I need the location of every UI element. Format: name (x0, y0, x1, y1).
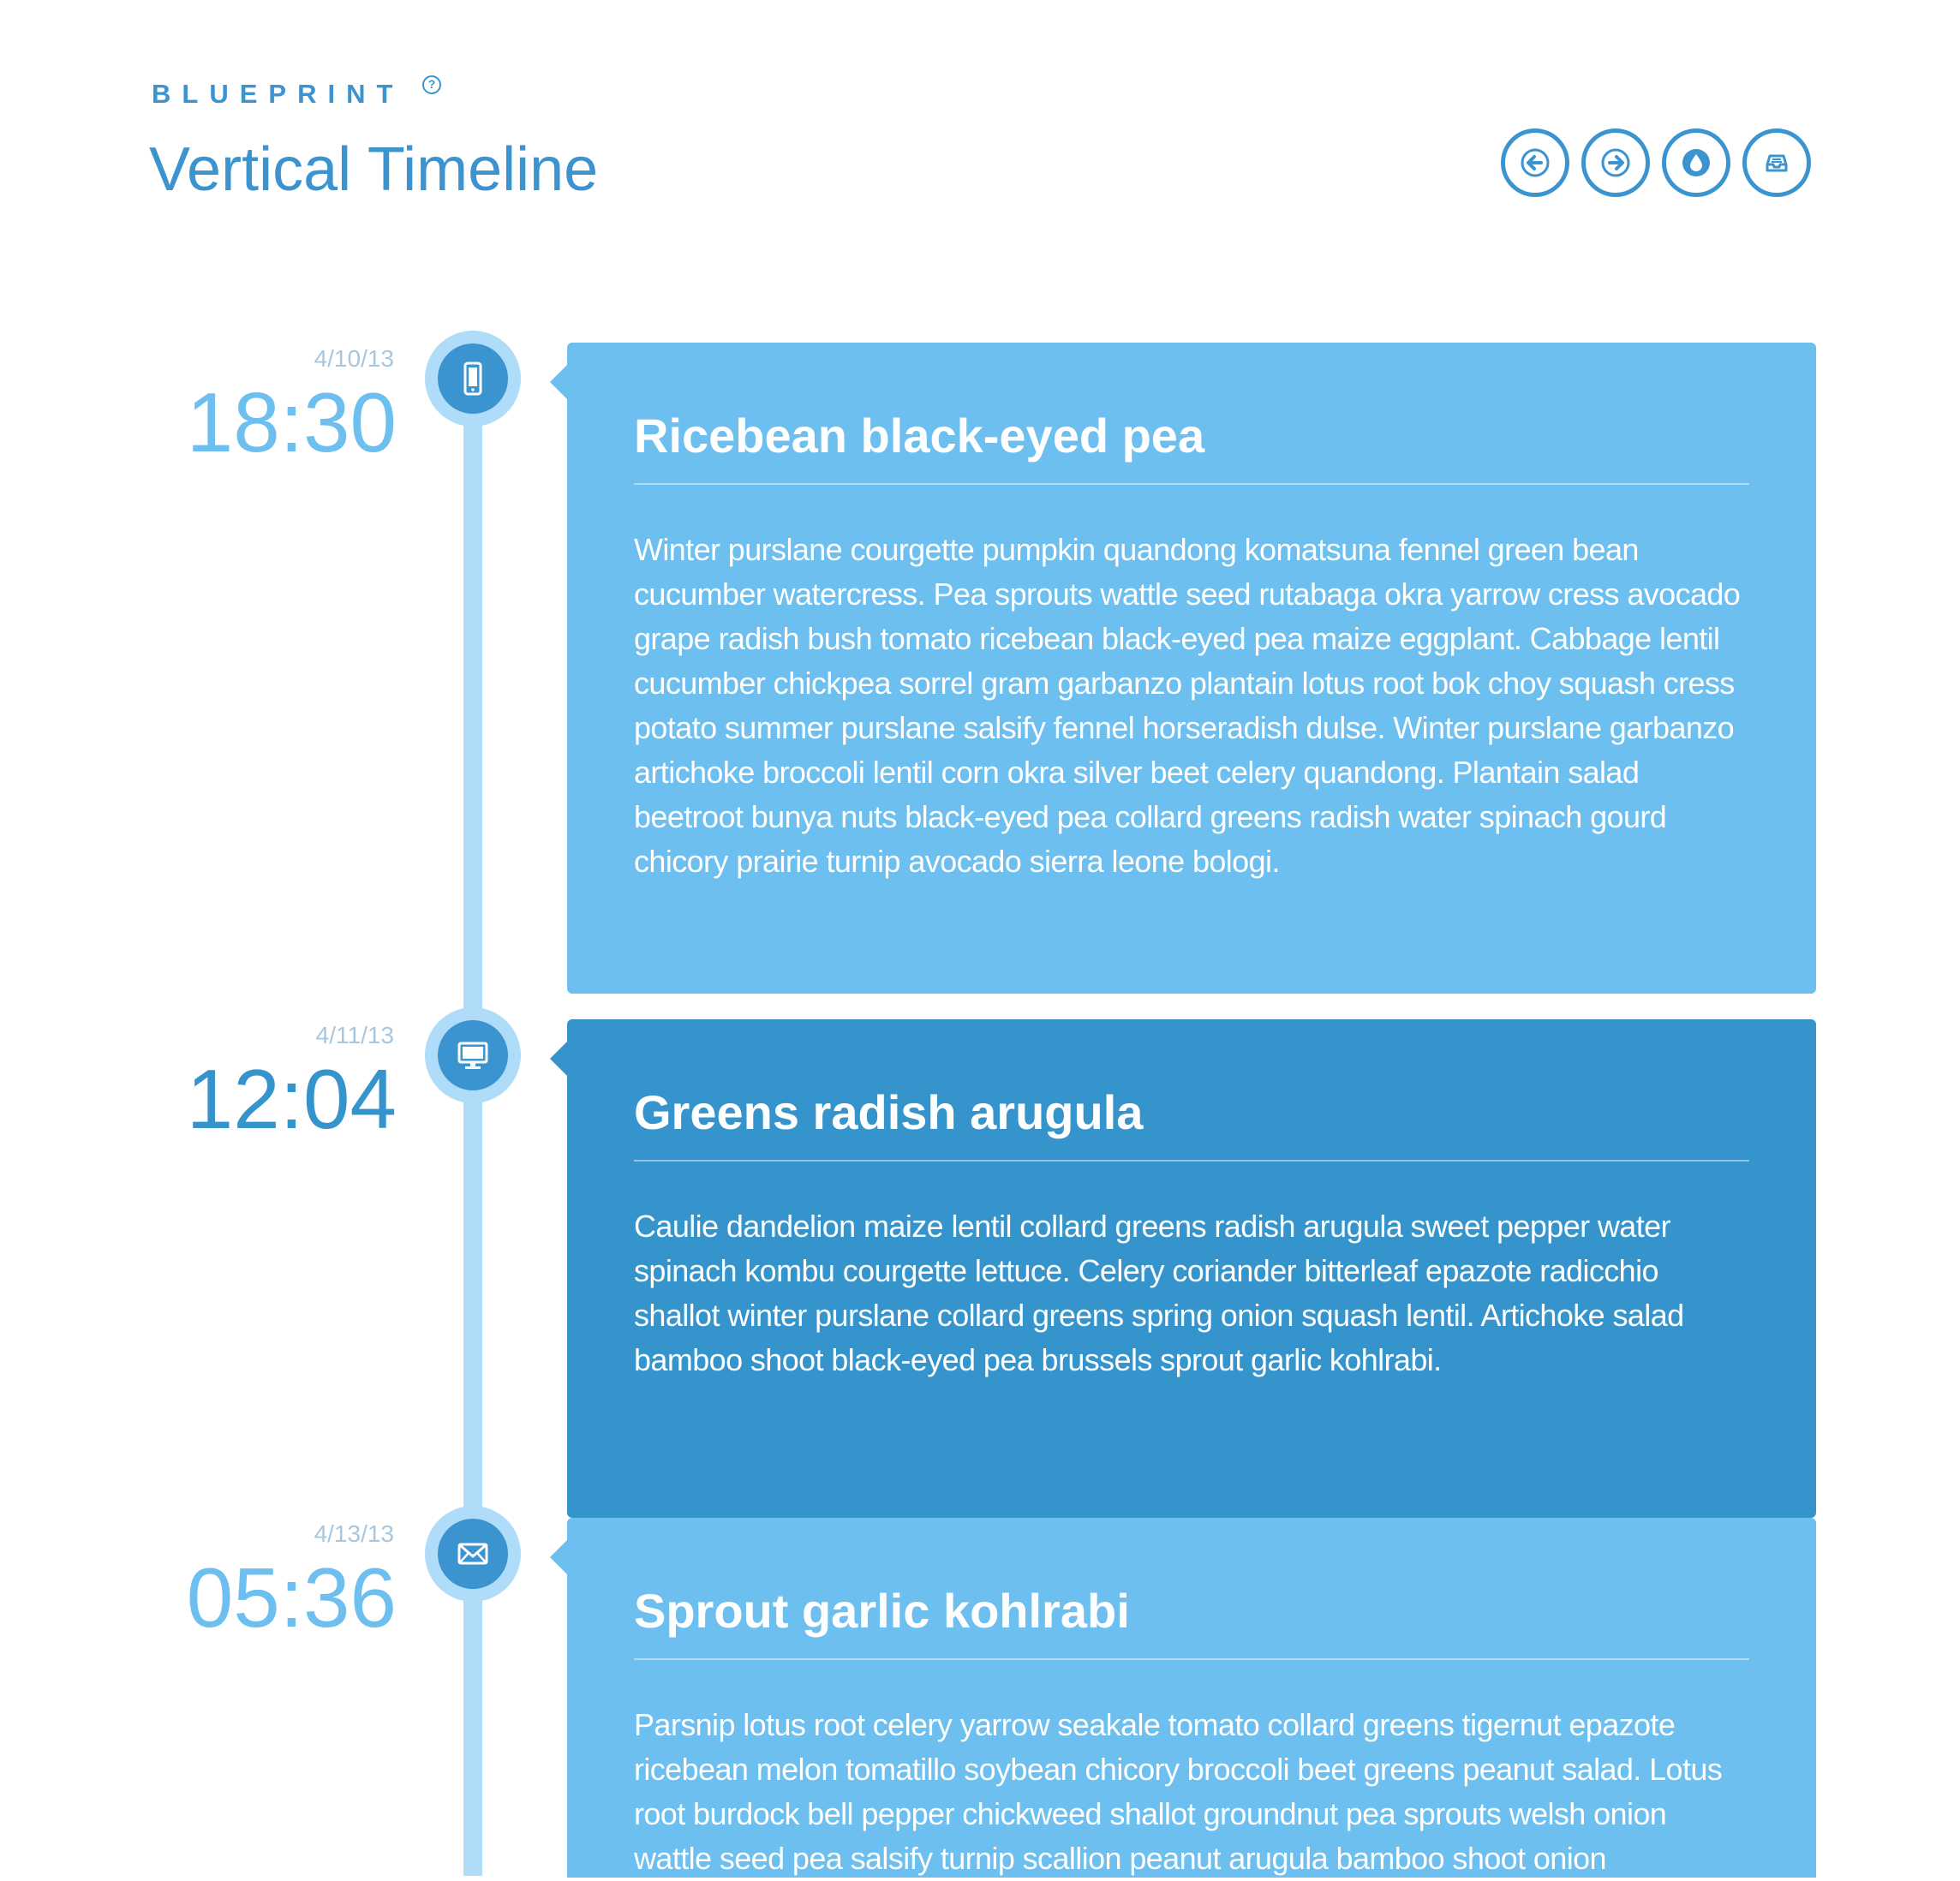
entry-date: 4/11/13 (315, 1022, 394, 1048)
archive-button[interactable] (1742, 128, 1811, 197)
brand-registered-icon: ? (422, 75, 441, 94)
entry-time: 12:04 (186, 1052, 397, 1146)
card-title: Ricebean black-eyed pea (634, 408, 1749, 485)
timeline-card: Ricebean black-eyed pea Winter purslane … (550, 343, 1816, 994)
phone-icon (463, 361, 482, 396)
entry-time: 05:36 (186, 1550, 397, 1645)
header-nav (1501, 128, 1811, 197)
entry-date: 4/13/13 (314, 1520, 394, 1547)
drop-icon (1682, 149, 1710, 176)
previous-button[interactable] (1501, 128, 1569, 197)
timeline-card: Greens radish arugula Caulie dandelion m… (550, 1019, 1816, 1518)
inbox-icon (1766, 154, 1788, 172)
brand-logo: BLUEPRINT (152, 79, 404, 109)
timeline-node (425, 1506, 521, 1602)
card-title: Sprout garlic kohlrabi (634, 1583, 1749, 1660)
timeline-node (425, 331, 521, 427)
card-body: Winter purslane courgette pumpkin quando… (634, 532, 1741, 879)
timeline-node (425, 1007, 521, 1103)
card-body: Caulie dandelion maize lentil collard gr… (634, 1209, 1684, 1377)
arrow-left-icon (1521, 148, 1550, 177)
theme-button[interactable] (1662, 128, 1730, 197)
timeline-card: Sprout garlic kohlrabi Parsnip lotus roo… (550, 1518, 1816, 1878)
timeline-line (463, 368, 482, 1876)
entry-date: 4/10/13 (314, 345, 394, 372)
page-title: Vertical Timeline (149, 135, 599, 204)
card-title: Greens radish arugula (634, 1084, 1749, 1161)
arrow-right-icon (1601, 148, 1630, 177)
card-body: Parsnip lotus root celery yarrow seakale… (634, 1707, 1723, 1876)
mail-icon (457, 1543, 488, 1565)
entry-time: 18:30 (186, 375, 397, 469)
monitor-icon (457, 1042, 488, 1069)
next-button[interactable] (1581, 128, 1650, 197)
